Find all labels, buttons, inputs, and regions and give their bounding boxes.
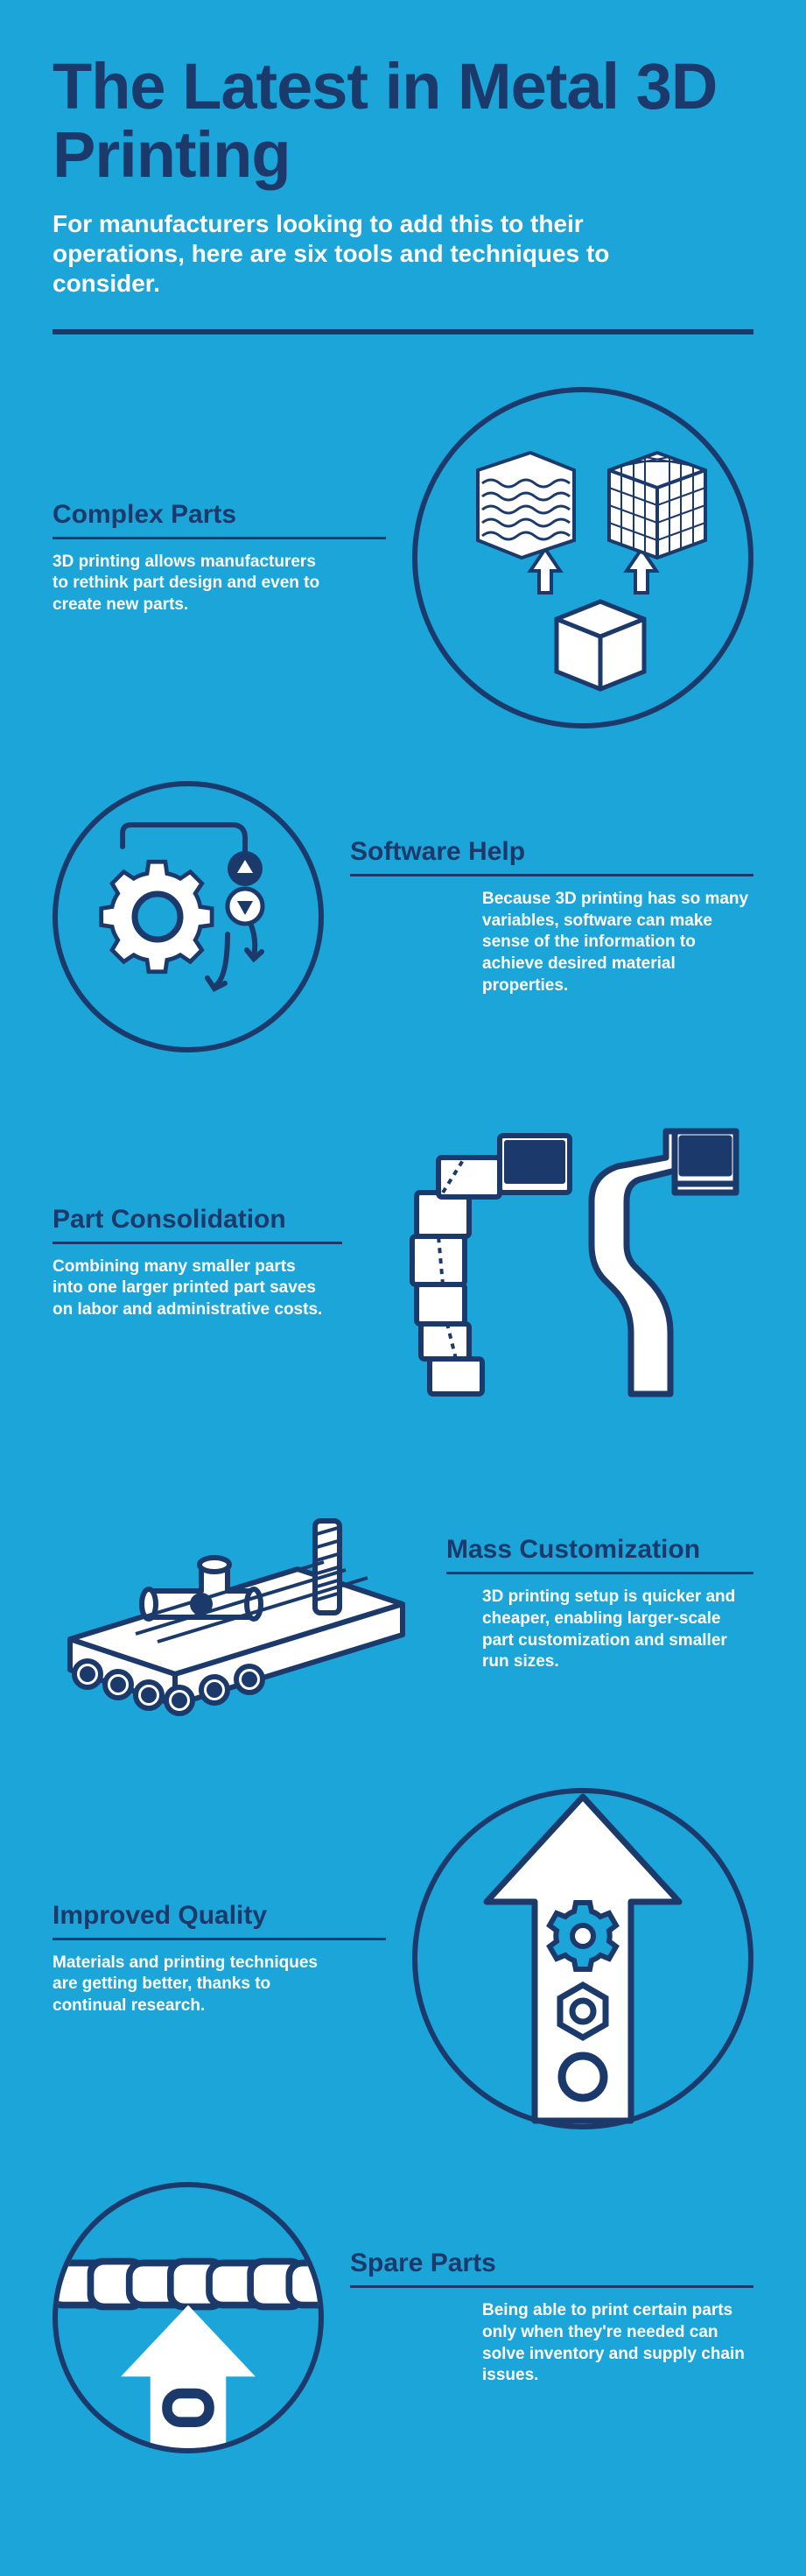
page-subtitle: For manufacturers looking to add this to… bbox=[53, 209, 613, 298]
section-body: 3D printing allows manufacturers to reth… bbox=[53, 552, 324, 616]
part-consolidation-icon bbox=[368, 1105, 753, 1420]
section-heading: Mass Customization bbox=[446, 1535, 753, 1574]
improved-quality-icon bbox=[412, 1788, 753, 2129]
section-heading: Improved Quality bbox=[53, 1901, 386, 1940]
spare-parts-icon bbox=[53, 2182, 324, 2453]
section-body: Because 3D printing has so many variable… bbox=[482, 889, 753, 996]
header-divider bbox=[53, 329, 753, 334]
section-body: Combining many smaller parts into one la… bbox=[53, 1256, 324, 1321]
section-heading: Part Consolidation bbox=[53, 1205, 342, 1244]
mass-customization-icon bbox=[53, 1473, 420, 1735]
section-software-help: Software Help Because 3D printing has so… bbox=[53, 781, 753, 1052]
section-spare-parts: Spare Parts Being able to print certain … bbox=[53, 2182, 753, 2453]
section-part-consolidation: Part Consolidation Combining many smalle… bbox=[53, 1105, 753, 1420]
section-heading: Software Help bbox=[350, 837, 753, 876]
section-improved-quality: Improved Quality Materials and printing … bbox=[53, 1788, 753, 2129]
page-title: The Latest in Metal 3D Printing bbox=[53, 53, 753, 188]
section-complex-parts: Complex Parts 3D printing allows manufac… bbox=[53, 387, 753, 728]
section-heading: Spare Parts bbox=[350, 2249, 753, 2288]
section-body: Materials and printing techniques are ge… bbox=[53, 1953, 324, 2017]
section-heading: Complex Parts bbox=[53, 500, 386, 539]
section-mass-customization: Mass Customization 3D printing setup is … bbox=[53, 1473, 753, 1735]
complex-parts-icon bbox=[412, 387, 753, 728]
section-body: Being able to print certain parts only w… bbox=[482, 2300, 753, 2387]
section-body: 3D printing setup is quicker and cheaper… bbox=[482, 1587, 753, 1673]
software-help-icon bbox=[53, 781, 324, 1052]
